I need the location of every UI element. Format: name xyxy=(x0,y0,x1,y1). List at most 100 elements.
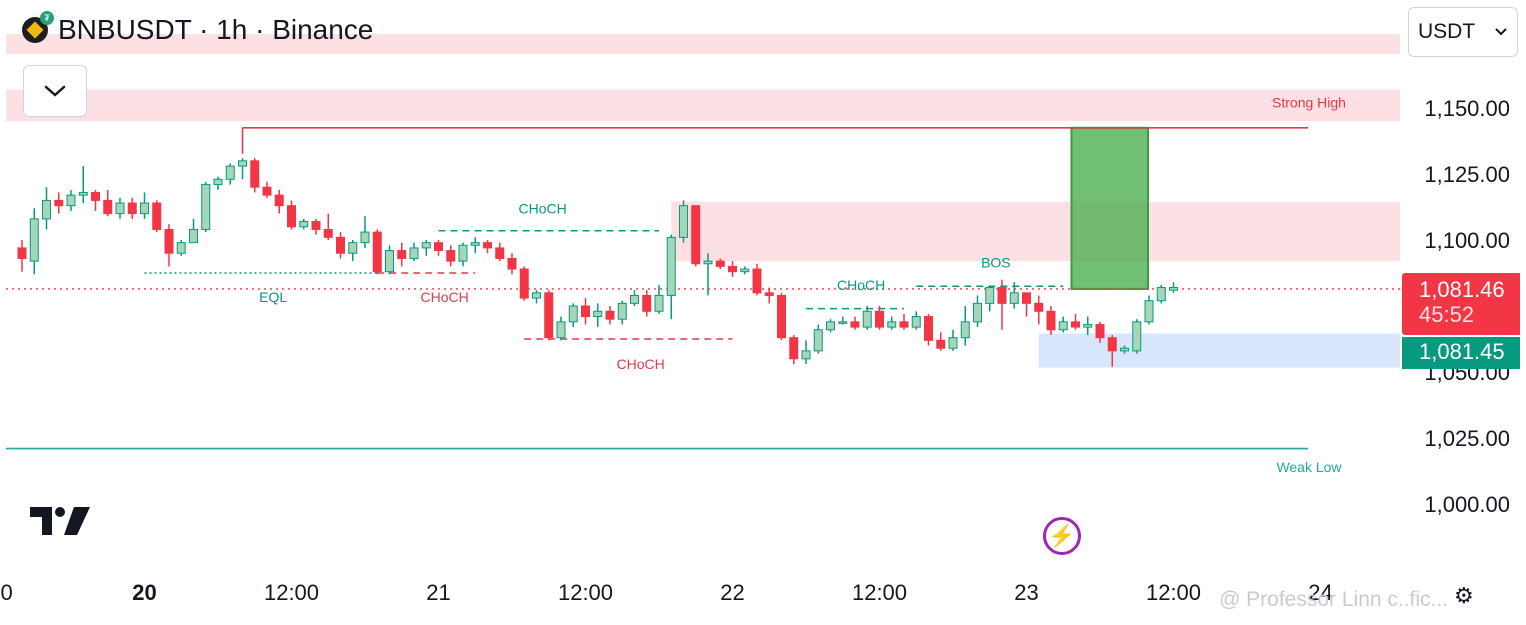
candle-body xyxy=(764,292,774,296)
candle-body xyxy=(201,184,211,230)
x-tick-label: 12:00 xyxy=(558,580,613,605)
candle-body xyxy=(924,316,933,341)
structure-label: CHoCH xyxy=(519,200,567,216)
x-tick-label: 23 xyxy=(1014,580,1038,605)
candle-body xyxy=(703,260,713,265)
candle-body xyxy=(581,305,590,318)
candle-body xyxy=(1058,321,1068,331)
symbol-header[interactable]: ₮ BNBUSDT · 1h · Binance xyxy=(22,11,374,46)
candle-body xyxy=(115,202,125,215)
candle-body xyxy=(960,321,970,339)
candle-body xyxy=(777,294,786,339)
candle-body xyxy=(348,242,358,254)
candle-body xyxy=(1156,287,1166,302)
candle-body xyxy=(985,287,995,304)
candle-body xyxy=(789,337,799,360)
gear-icon[interactable]: ⚙ xyxy=(1454,583,1474,608)
candle-body xyxy=(1022,292,1031,304)
candle-body xyxy=(17,247,27,259)
candle-body xyxy=(728,265,737,273)
candle-body xyxy=(715,260,725,267)
candle-body xyxy=(458,244,468,262)
candle-body xyxy=(42,199,51,220)
bid-price: 1,081.45 xyxy=(1419,339,1505,364)
candle-body xyxy=(421,242,431,249)
level-label: Strong High xyxy=(1272,95,1346,111)
candle-body xyxy=(397,250,407,259)
candle-body xyxy=(1046,310,1056,331)
candle-body xyxy=(250,160,260,188)
candle-body xyxy=(666,236,676,296)
zone-box xyxy=(671,201,1400,262)
x-tick-label: 12:00 xyxy=(1146,580,1201,605)
candle-body xyxy=(91,191,100,201)
collapse-legend-button[interactable] xyxy=(23,65,87,117)
candle-body xyxy=(887,321,897,328)
candle-body xyxy=(66,194,76,207)
candle-body xyxy=(29,218,39,262)
candle-body xyxy=(1132,321,1142,352)
candle-body xyxy=(593,310,603,318)
long-position-box xyxy=(1070,126,1149,290)
x-tick-label: 22 xyxy=(720,580,744,605)
candle-body xyxy=(532,292,541,299)
chevron-down-icon xyxy=(44,85,66,97)
candle-body xyxy=(948,337,958,349)
candle-body xyxy=(176,242,186,254)
candle-body xyxy=(544,292,554,339)
structure-label: EQL xyxy=(259,289,287,305)
tradingview-logo-icon[interactable] xyxy=(30,503,92,542)
level-label: Weak Low xyxy=(1276,459,1342,475)
currency-select[interactable]: USDT xyxy=(1408,7,1518,57)
candle-body xyxy=(654,294,664,312)
candle-body xyxy=(140,202,149,215)
y-tick-label: 1,125.00 xyxy=(1424,162,1510,187)
candle-body xyxy=(323,228,333,238)
candle-body xyxy=(1083,323,1093,328)
structure-label: BOS xyxy=(981,254,1011,270)
currency-value: USDT xyxy=(1418,20,1476,43)
lightning-icon[interactable]: ⚡ xyxy=(1043,517,1081,555)
candle-body xyxy=(1144,300,1154,323)
candle-body xyxy=(507,257,517,270)
symbol-title: BNBUSDT · 1h · Binance xyxy=(58,14,374,45)
candle-body xyxy=(78,191,88,196)
candle-body xyxy=(630,294,639,304)
x-tick-label: 24 xyxy=(1308,580,1332,605)
y-tick-label: 1,025.00 xyxy=(1424,426,1510,451)
candle-body xyxy=(850,321,860,328)
candle-body xyxy=(740,268,750,273)
x-tick-label: 21 xyxy=(426,580,450,605)
x-tick-label: 12:00 xyxy=(264,580,319,605)
candle-body xyxy=(54,199,64,207)
candle-body xyxy=(189,228,198,244)
candle-body xyxy=(691,205,701,265)
candle-body xyxy=(1095,323,1105,339)
candle-body xyxy=(936,339,946,349)
candle-body xyxy=(238,160,247,167)
candle-body xyxy=(225,165,235,180)
candle-body xyxy=(446,250,456,262)
tether-badge-icon: ₮ xyxy=(40,11,54,25)
x-tick-label: :00 xyxy=(0,580,13,605)
candle-body xyxy=(372,231,382,273)
zone-box xyxy=(6,34,1400,55)
candle-body xyxy=(752,268,762,294)
candle-body xyxy=(519,268,529,299)
candle-body xyxy=(838,321,848,324)
candle-body xyxy=(556,321,566,339)
last-price: 1,081.46 xyxy=(1419,277,1505,302)
candle-body xyxy=(1120,347,1129,352)
candle-body xyxy=(385,250,394,273)
candle-body xyxy=(311,221,321,230)
candle-body xyxy=(127,202,137,215)
candle-body xyxy=(813,329,823,352)
x-tick-label: 20 xyxy=(132,580,156,605)
candle-body xyxy=(801,350,811,360)
structure-label: CHoCH xyxy=(421,289,469,305)
candle-body xyxy=(679,205,688,238)
candle-body xyxy=(287,205,296,228)
candle-body xyxy=(1034,302,1044,312)
candle-body xyxy=(997,287,1007,304)
